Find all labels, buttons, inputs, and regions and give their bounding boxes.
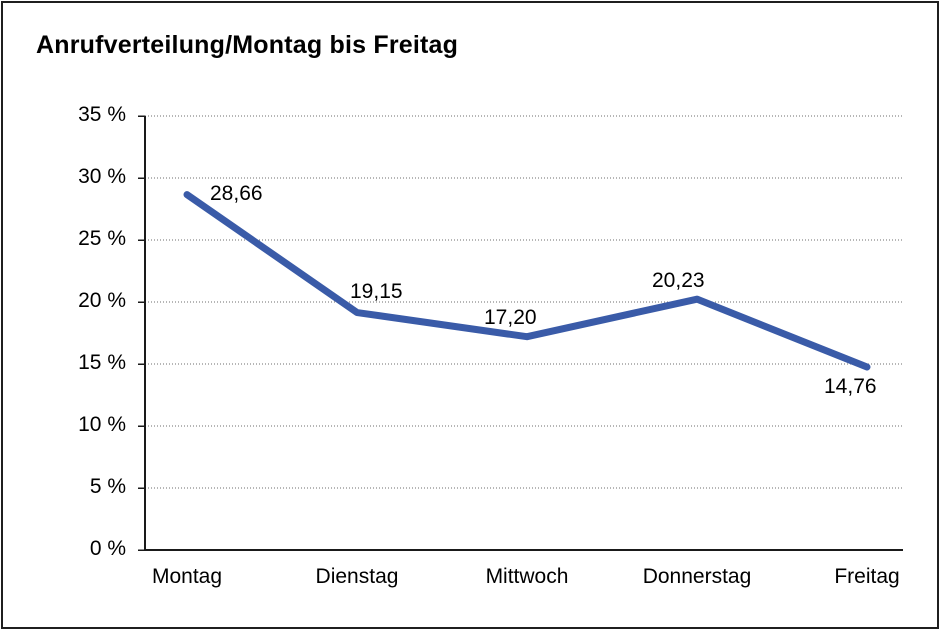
y-axis-tick-label: 25 % bbox=[78, 227, 126, 250]
data-point-value-label: 17,20 bbox=[484, 305, 537, 329]
y-axis-tick-label: 35 % bbox=[78, 103, 126, 126]
x-axis-category-label: Donnerstag bbox=[642, 565, 752, 588]
data-point-value-label: 19,15 bbox=[350, 279, 403, 303]
x-axis-category-label: Mittwoch bbox=[485, 565, 569, 588]
y-axis-tick-label: 0 % bbox=[89, 537, 126, 560]
y-axis-tick-label: 15 % bbox=[78, 351, 126, 374]
y-axis-tick-label: 30 % bbox=[78, 165, 126, 188]
data-point-value-label: 14,76 bbox=[824, 374, 877, 398]
x-axis-category-label: Freitag bbox=[834, 565, 900, 588]
y-axis-tick-label: 5 % bbox=[89, 475, 126, 498]
x-axis-category-label: Dienstag bbox=[315, 565, 399, 588]
x-axis-category-label: Montag bbox=[151, 565, 223, 588]
chart-title: Anrufverteilung/Montag bis Freitag bbox=[36, 31, 459, 59]
y-axis-tick-label: 10 % bbox=[78, 413, 126, 436]
data-line bbox=[183, 191, 871, 371]
data-point-value-label: 28,66 bbox=[210, 181, 263, 205]
y-axis-tick-label: 20 % bbox=[78, 289, 126, 312]
data-point-value-label: 20,23 bbox=[652, 269, 705, 293]
